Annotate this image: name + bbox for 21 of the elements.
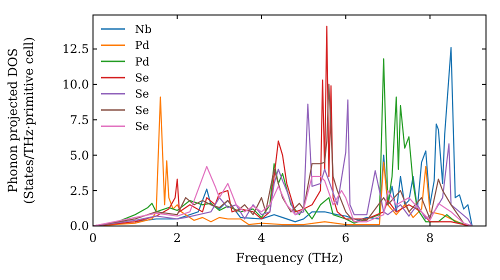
legend-label: Se <box>135 120 150 134</box>
legend-label: Se <box>135 104 150 117</box>
x-tick-label: 8 <box>426 231 434 245</box>
y-tick-label: 5.0 <box>70 148 89 162</box>
x-tick-label: 2 <box>173 231 182 245</box>
y-axis-title: Phonon projected DOS (States/THz·primitive cell) <box>5 36 36 204</box>
legend-label: Pd <box>135 39 150 52</box>
legend-label: Se <box>135 71 150 84</box>
line-series <box>93 166 473 226</box>
y-tick-label: 0.0 <box>70 219 89 234</box>
y-tick-label: 7.5 <box>70 112 89 127</box>
x-axis-title: Frequency (THz) <box>236 250 344 265</box>
y-tick-label: 2.5 <box>70 184 89 198</box>
x-tick-label: 6 <box>342 231 350 245</box>
legend-label: Se <box>135 88 150 101</box>
x-tick-label: 4 <box>258 231 266 245</box>
legend-label: Nb <box>135 22 152 36</box>
y-tick-label: 12.5 <box>62 42 89 56</box>
y-tick-label: 10.0 <box>62 78 89 92</box>
legend-label: Pd <box>135 55 150 68</box>
x-tick-label: 0 <box>89 231 97 245</box>
